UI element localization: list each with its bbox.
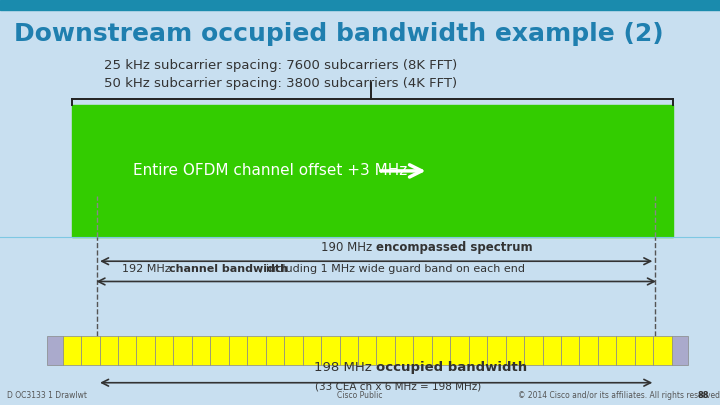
Text: (33 CEA ch x 6 MHz = 198 MHz): (33 CEA ch x 6 MHz = 198 MHz) [315, 382, 481, 392]
Bar [302, 336, 321, 364]
Bar [672, 336, 688, 364]
Bar [395, 336, 413, 364]
Bar [321, 336, 340, 364]
Text: Cisco Public: Cisco Public [337, 391, 383, 400]
Text: Downstream occupied bandwidth example (2): Downstream occupied bandwidth example (2… [14, 22, 664, 46]
Text: encompassed spectrum: encompassed spectrum [376, 241, 533, 254]
Bar [580, 336, 598, 364]
Bar [543, 336, 561, 364]
Bar [358, 336, 377, 364]
Bar [635, 336, 653, 364]
Bar [47, 336, 63, 364]
Bar [284, 336, 302, 364]
Text: © 2014 Cisco and/or its affiliates. All rights reserved.: © 2014 Cisco and/or its affiliates. All … [518, 391, 720, 400]
Bar [598, 336, 616, 364]
Text: D OC3133 1 Drawlwt: D OC3133 1 Drawlwt [7, 391, 87, 400]
Bar [340, 336, 358, 364]
Bar [377, 336, 395, 364]
Bar [210, 336, 229, 364]
Text: 25 kHz subcarrier spacing: 7600 subcarriers (8K FFT): 25 kHz subcarrier spacing: 7600 subcarri… [104, 59, 458, 72]
Bar [616, 336, 635, 364]
Text: 88: 88 [698, 391, 709, 400]
Bar [174, 336, 192, 364]
Text: 192 MHz: 192 MHz [122, 264, 174, 274]
Bar [192, 336, 210, 364]
Bar [118, 336, 137, 364]
Bar [413, 336, 432, 364]
Bar [524, 336, 543, 364]
Text: occupied bandwidth: occupied bandwidth [376, 361, 527, 374]
Bar [72, 105, 673, 237]
Text: 198 MHz: 198 MHz [314, 361, 376, 374]
Text: 50 kHz subcarrier spacing: 3800 subcarriers (4K FFT): 50 kHz subcarrier spacing: 3800 subcarri… [104, 77, 457, 90]
Text: channel bandwidth: channel bandwidth [169, 264, 288, 274]
Bar [81, 336, 99, 364]
Bar [469, 336, 487, 364]
Bar [432, 336, 450, 364]
Text: Entire OFDM channel offset +3 MHz: Entire OFDM channel offset +3 MHz [133, 163, 407, 179]
Bar [487, 336, 505, 364]
Bar [561, 336, 580, 364]
Bar [137, 336, 155, 364]
Bar [247, 336, 266, 364]
Bar [653, 336, 672, 364]
Bar [63, 336, 81, 364]
Text: , including 1 MHz wide guard band on each end: , including 1 MHz wide guard band on eac… [259, 264, 525, 274]
Bar [450, 336, 469, 364]
Bar [266, 336, 284, 364]
Bar [155, 336, 174, 364]
Text: 190 MHz: 190 MHz [321, 241, 376, 254]
Bar [99, 336, 118, 364]
Bar [505, 336, 524, 364]
Bar [229, 336, 247, 364]
